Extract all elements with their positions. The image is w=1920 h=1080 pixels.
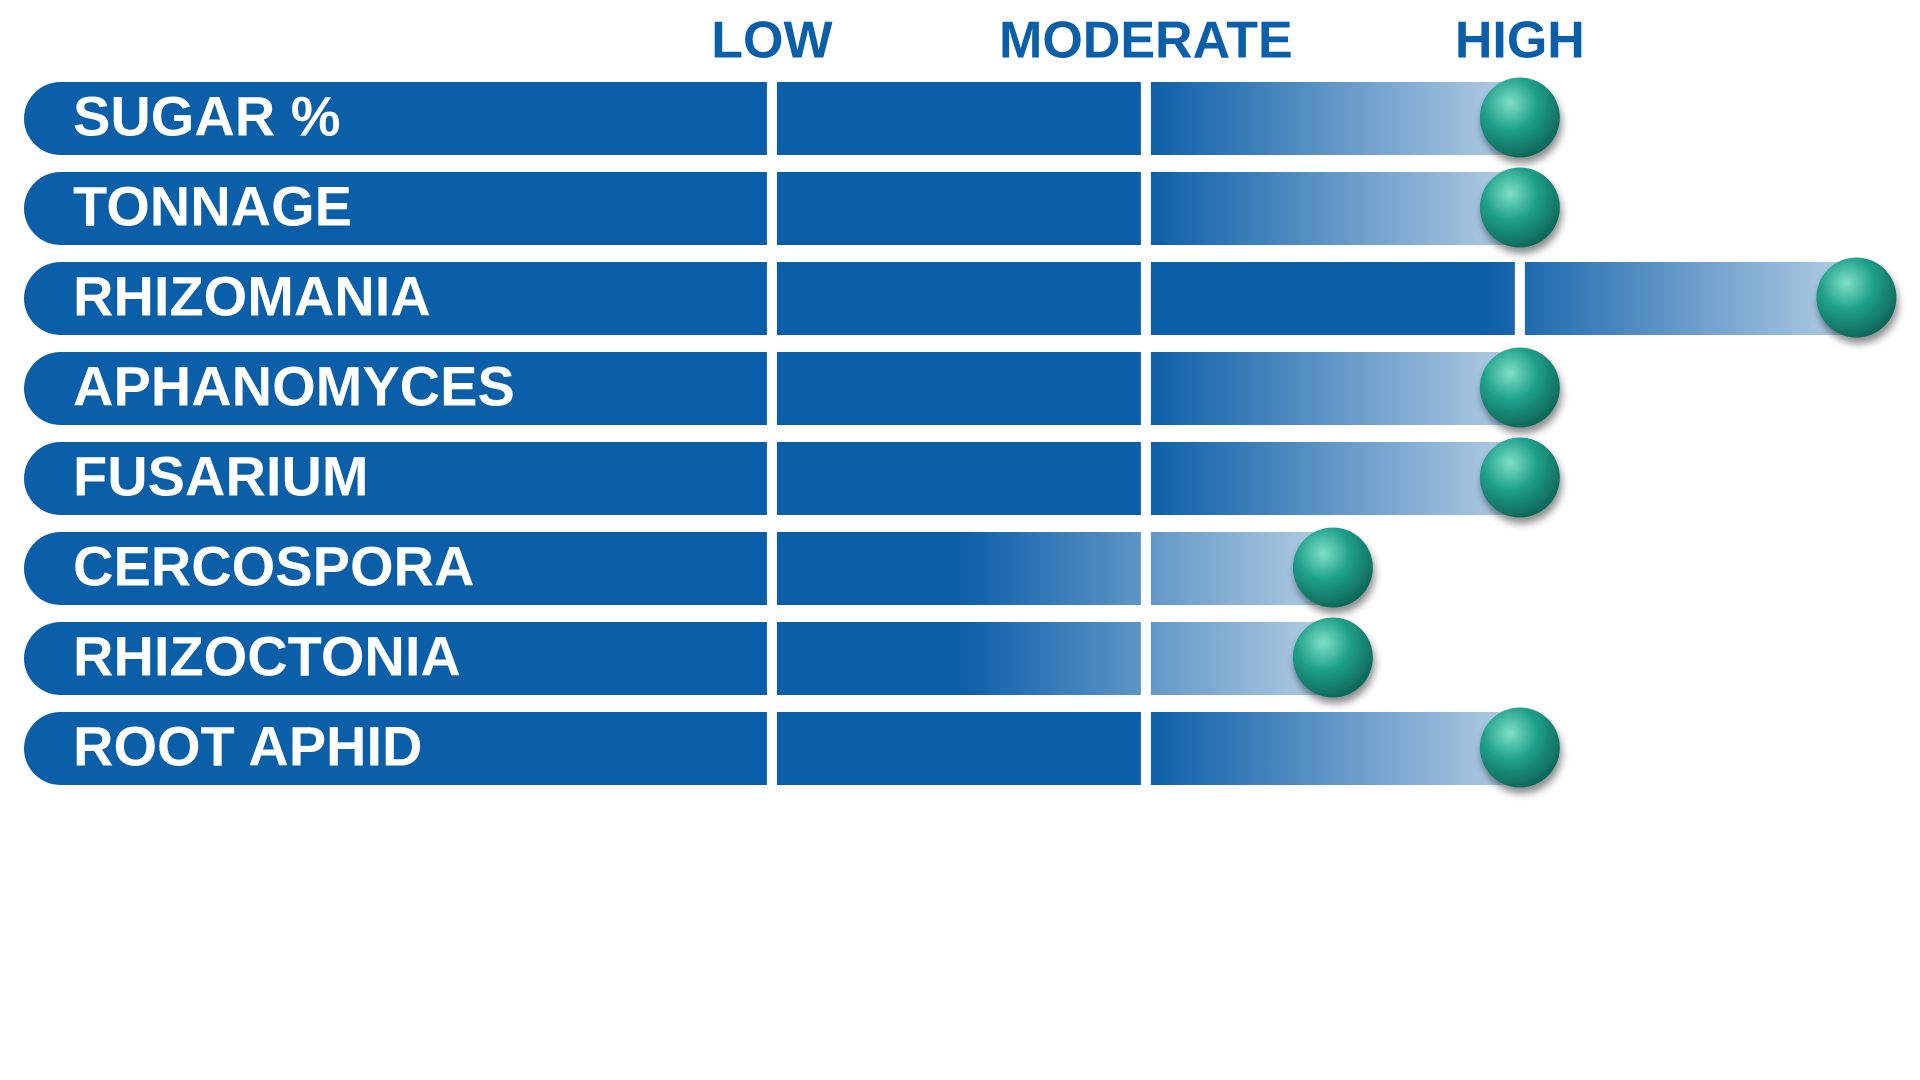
category-label: CERCOSPORA: [73, 534, 474, 597]
x-tick-label: HIGH: [1455, 12, 1585, 70]
level-marker: [1816, 257, 1897, 338]
category-label: RHIZOMANIA: [73, 264, 431, 327]
level-marker: [1479, 347, 1560, 428]
category-label: FUSARIUM: [73, 444, 369, 507]
bar: [24, 622, 1333, 695]
level-marker: [1479, 77, 1560, 158]
bar: [24, 262, 1857, 335]
level-marker: [1479, 437, 1560, 518]
bar: [24, 532, 1333, 605]
x-tick-label: MODERATE: [999, 12, 1293, 70]
category-label: TONNAGE: [73, 174, 352, 237]
category-label: APHANOMYCES: [73, 354, 515, 417]
category-label: RHIZOCTONIA: [73, 624, 461, 687]
level-marker: [1479, 707, 1560, 788]
level-marker: [1292, 527, 1373, 608]
level-marker: [1292, 617, 1373, 698]
category-label: SUGAR %: [73, 84, 341, 147]
category-label: ROOT APHID: [73, 714, 422, 777]
x-tick-label: LOW: [711, 12, 833, 70]
level-marker: [1479, 167, 1560, 248]
